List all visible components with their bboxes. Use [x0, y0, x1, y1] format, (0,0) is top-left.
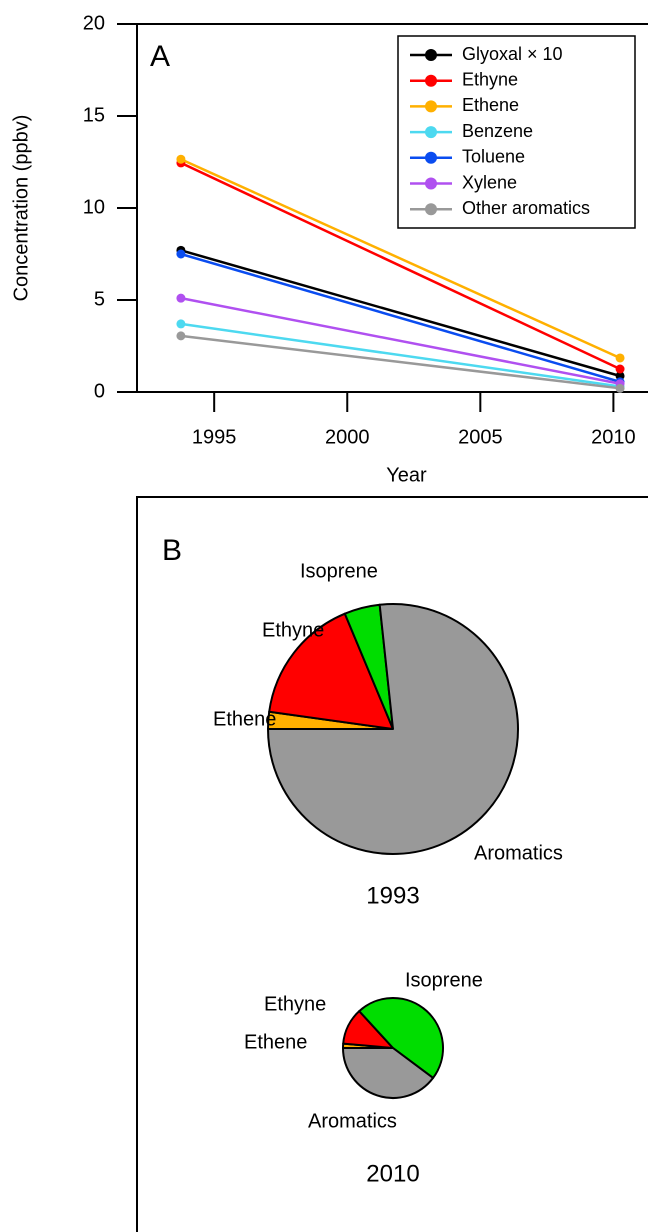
- pie-title: 2010: [366, 1160, 419, 1187]
- x-tick-label: 2005: [458, 426, 503, 448]
- y-tick-label: 0: [94, 380, 105, 402]
- point: [176, 293, 186, 303]
- slice-label: Ethyne: [264, 993, 326, 1015]
- series-line: [180, 158, 621, 360]
- point: [615, 383, 625, 393]
- y-tick-label: 20: [83, 12, 105, 34]
- series-line: [180, 249, 621, 378]
- legend-label: Other aromatics: [462, 198, 590, 218]
- slice-label: Ethyne: [262, 619, 324, 641]
- series-line: [180, 161, 621, 371]
- pie-slice: [342, 1047, 435, 1099]
- panel-label: A: [150, 40, 170, 73]
- y-tick-label: 10: [83, 196, 105, 218]
- legend-marker: [425, 151, 437, 164]
- y-tick-label: 5: [94, 288, 105, 310]
- legend-label: Glyoxal × 10: [462, 44, 563, 64]
- point: [176, 249, 186, 259]
- series-line: [180, 296, 621, 385]
- series-line: [180, 252, 621, 384]
- x-tick-label: 2000: [325, 426, 370, 448]
- slice-label: Aromatics: [308, 1110, 397, 1132]
- slice-label: Isoprene: [405, 969, 483, 991]
- point: [615, 353, 625, 363]
- x-tick-label: 1995: [192, 426, 237, 448]
- x-axis-label: Year: [386, 464, 427, 486]
- legend-marker: [425, 74, 437, 87]
- slice-label: Aromatics: [474, 842, 563, 864]
- legend-marker: [425, 126, 437, 139]
- slice-label: Isoprene: [300, 560, 378, 582]
- legend-marker: [425, 203, 437, 216]
- panel-label: B: [162, 534, 182, 567]
- y-axis-label: Concentration (ppbv): [10, 115, 32, 302]
- legend-label: Xylene: [462, 172, 517, 192]
- x-tick-label: 2010: [591, 426, 636, 448]
- slice-label: Ethene: [244, 1031, 307, 1053]
- legend-marker: [425, 177, 437, 190]
- point: [176, 319, 186, 329]
- slice-label: Ethene: [213, 708, 276, 730]
- legend-label: Ethyne: [462, 69, 518, 89]
- pie-slice: [358, 997, 444, 1079]
- legend-label: Toluene: [462, 147, 525, 167]
- y-tick-label: 15: [83, 104, 105, 126]
- legend-label: Benzene: [462, 121, 533, 141]
- pie-slice: [267, 603, 519, 855]
- pie-title: 1993: [366, 882, 419, 909]
- series-line: [180, 322, 621, 388]
- panel-b-frame: [136, 496, 648, 1232]
- legend-marker: [425, 49, 437, 61]
- series-line: [180, 334, 621, 390]
- legend-label: Ethene: [462, 95, 519, 115]
- point: [176, 331, 186, 341]
- pie-slice: [268, 612, 394, 730]
- point: [615, 364, 625, 374]
- legend-marker: [425, 100, 437, 113]
- point: [176, 154, 186, 164]
